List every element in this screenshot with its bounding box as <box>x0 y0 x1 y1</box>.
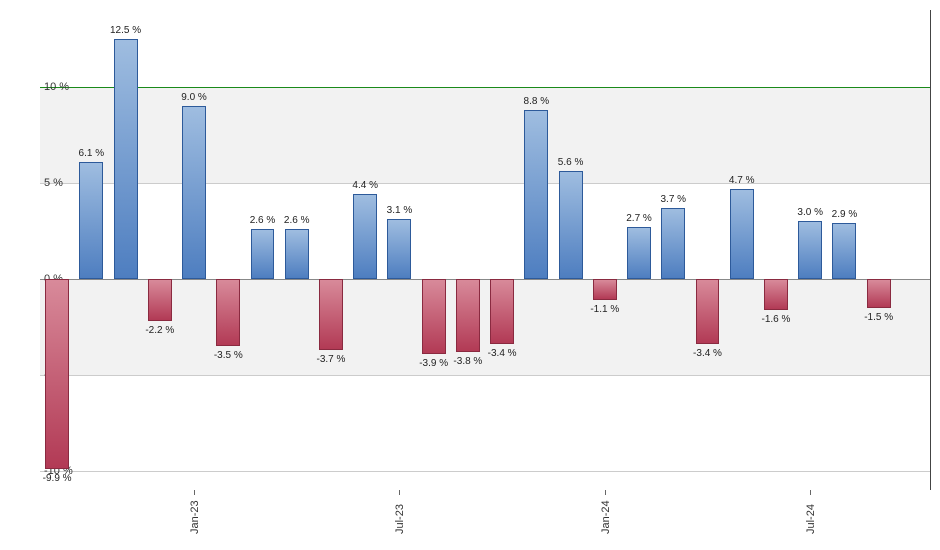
bar <box>387 219 411 279</box>
bar-value-label: -1.5 % <box>864 312 893 323</box>
gridline <box>40 183 930 184</box>
bar <box>832 223 856 279</box>
bar <box>319 279 343 350</box>
bar-value-label: -2.2 % <box>145 325 174 336</box>
plot-area: -10 %-5 %0 %5 %10 %-9.9 %6.1 %12.5 %-2.2… <box>40 10 931 490</box>
gridline <box>40 471 930 472</box>
reference-line <box>40 87 930 88</box>
bar-value-label: -3.4 % <box>488 348 517 359</box>
gridline <box>40 375 930 376</box>
bar-value-label: 6.1 % <box>79 148 105 159</box>
bar <box>45 279 69 469</box>
bar-value-label: 2.6 % <box>284 215 310 226</box>
bar-value-label: -3.7 % <box>317 354 346 365</box>
bar-value-label: 5.6 % <box>558 157 584 168</box>
bar <box>627 227 651 279</box>
bar-value-label: 3.1 % <box>387 205 413 216</box>
bar-value-label: 3.0 % <box>797 207 823 218</box>
bar <box>867 279 891 308</box>
grid-band <box>40 87 930 183</box>
bar <box>730 189 754 279</box>
bar-value-label: -3.4 % <box>693 348 722 359</box>
bar <box>251 229 275 279</box>
x-tick-mark <box>399 490 400 495</box>
bar-value-label: -1.6 % <box>762 314 791 325</box>
bar-value-label: -1.1 % <box>590 304 619 315</box>
bar <box>114 39 138 279</box>
x-tick-label: Jan-23 <box>189 500 201 534</box>
bar <box>593 279 617 300</box>
bar-value-label: 2.6 % <box>250 215 276 226</box>
bar <box>422 279 446 354</box>
bar-value-label: 8.8 % <box>524 96 550 107</box>
bar <box>182 106 206 279</box>
bar <box>764 279 788 310</box>
bar-value-label: 12.5 % <box>110 25 141 36</box>
x-tick-label: Jul-24 <box>805 504 817 534</box>
bar-value-label: -3.9 % <box>419 358 448 369</box>
bar <box>490 279 514 344</box>
y-tick-label: 10 % <box>44 81 69 93</box>
x-tick-mark <box>810 490 811 495</box>
x-tick-label: Jan-24 <box>600 500 612 534</box>
bar-value-label: -9.9 % <box>43 473 72 484</box>
bar <box>216 279 240 346</box>
bar-value-label: 2.7 % <box>626 213 652 224</box>
x-tick-mark <box>605 490 606 495</box>
bar-value-label: 4.4 % <box>352 180 378 191</box>
bar <box>285 229 309 279</box>
bar-value-label: 2.9 % <box>832 209 858 220</box>
bar <box>661 208 685 279</box>
bar <box>798 221 822 279</box>
bar <box>148 279 172 321</box>
bar-value-label: 9.0 % <box>181 92 207 103</box>
bar-value-label: 4.7 % <box>729 175 755 186</box>
percent-bar-chart: -10 %-5 %0 %5 %10 %-9.9 %6.1 %12.5 %-2.2… <box>0 0 940 550</box>
bar <box>559 171 583 279</box>
bar <box>79 162 103 279</box>
x-tick-label: Jul-23 <box>394 504 406 534</box>
bar <box>456 279 480 352</box>
x-tick-mark <box>194 490 195 495</box>
bar <box>353 194 377 278</box>
bar <box>696 279 720 344</box>
bar <box>524 110 548 279</box>
zero-line <box>40 279 930 280</box>
bar-value-label: -3.8 % <box>453 356 482 367</box>
bar-value-label: -3.5 % <box>214 350 243 361</box>
y-tick-label: 5 % <box>44 177 63 189</box>
bar-value-label: 3.7 % <box>660 194 686 205</box>
